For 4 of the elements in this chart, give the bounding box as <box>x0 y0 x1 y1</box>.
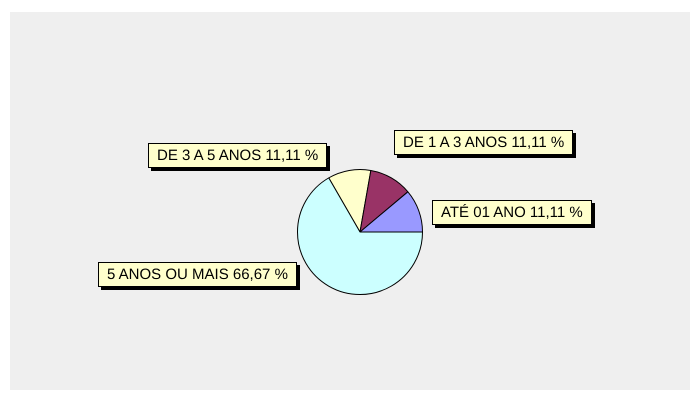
slice-label: DE 3 A 5 ANOS 11,11 % <box>148 143 328 168</box>
slice-label: 5 ANOS OU MAIS 66,67 % <box>98 262 297 287</box>
slice-label: ATÉ 01 ANO 11,11 % <box>432 200 592 225</box>
slice-label: DE 1 A 3 ANOS 11,11 % <box>394 130 574 155</box>
